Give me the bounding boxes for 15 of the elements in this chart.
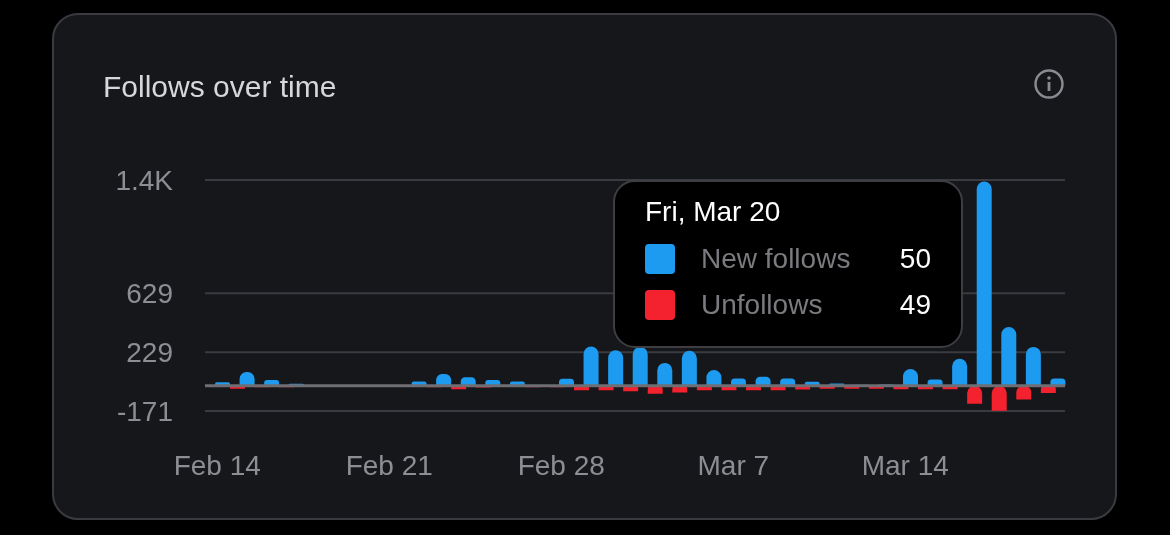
annotation: 49 <box>899 289 931 321</box>
chart-title: Follows over time <box>103 70 337 104</box>
x-tick-label: Mar 14 <box>861 449 949 481</box>
y-tick-label: -171 <box>116 395 173 427</box>
legend-label: New follows <box>701 243 852 275</box>
y-tick-label: 629 <box>126 278 173 310</box>
annotation: 50 <box>899 243 931 275</box>
x-tick-label: Mar 7 <box>697 449 770 481</box>
x-tick-label: Feb 21 <box>345 449 433 481</box>
y-tick-label: 1.4K <box>115 164 174 196</box>
legend-label: Unfollows <box>701 289 824 321</box>
y-tick-label: 229 <box>126 337 173 369</box>
x-tick-label: Feb 28 <box>517 449 605 481</box>
x-tick-label: Feb 14 <box>173 449 261 481</box>
annotation: Fri, Mar 20 <box>645 196 782 228</box>
